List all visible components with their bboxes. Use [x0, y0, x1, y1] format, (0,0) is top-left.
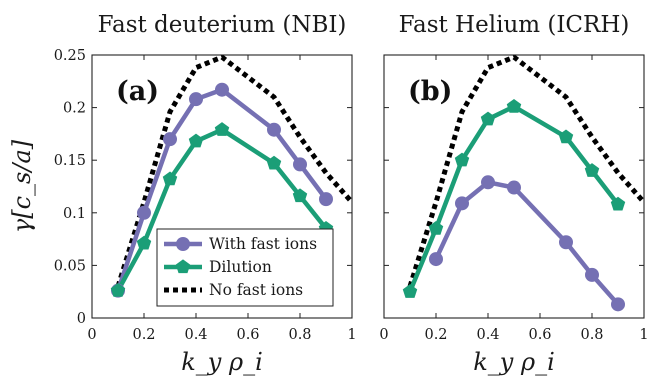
data-point: [188, 133, 204, 148]
data-point: [480, 111, 496, 126]
axes-frame: [383, 54, 645, 319]
data-point: [293, 157, 307, 172]
axes-frame: [91, 54, 353, 319]
data-point: [137, 205, 151, 220]
panel-label: (b): [408, 76, 452, 107]
data-point: [214, 122, 230, 136]
x-tick-label: 1: [639, 327, 647, 343]
legend-label: No fast ions: [209, 281, 303, 299]
x-tick-label: 1: [347, 327, 356, 343]
data-point: [319, 192, 333, 207]
data-point: [584, 163, 600, 177]
data-point: [611, 297, 625, 312]
y-tick-label: 0.2: [63, 101, 86, 117]
legend-item: Dilution: [164, 258, 272, 276]
y-tick-label: 0.15: [54, 153, 86, 169]
data-point: [110, 283, 126, 297]
x-tick-label: 0.8: [580, 327, 603, 343]
series-line-dilution: [407, 104, 620, 293]
x-tick-label: 0: [379, 327, 388, 343]
series-line-no-fast-ions: [407, 55, 644, 288]
legend-label: Dilution: [209, 258, 272, 276]
plot-area: [110, 55, 352, 298]
data-point: [428, 220, 444, 235]
x-tick-label: 0.8: [288, 327, 311, 343]
data-point: [136, 235, 152, 250]
data-point: [455, 196, 469, 211]
x-tick-label: 0.6: [236, 327, 259, 343]
x-axis-label: k_y ρ_i: [181, 348, 263, 376]
x-tick-label: 0.4: [184, 327, 207, 343]
data-point: [189, 92, 203, 107]
x-tick-label: 0.2: [424, 327, 447, 343]
series-line-dilution: [116, 127, 328, 292]
legend-swatch-marker: [175, 259, 191, 274]
y-tick-label: 0: [77, 311, 86, 327]
legend-swatch-marker: [176, 237, 190, 251]
series-line-with-fast-ions: [115, 87, 328, 292]
y-tick-label: 0.05: [54, 258, 86, 274]
panel-title: Fast Helium (ICRH): [399, 12, 630, 38]
y-axis-label: γ[c_s/a]: [8, 139, 36, 233]
x-tick-label: 0.2: [132, 327, 155, 343]
data-point: [507, 180, 521, 195]
panel-label: (a): [116, 76, 159, 107]
data-point: [402, 284, 418, 298]
data-point: [429, 252, 443, 267]
data-point: [481, 175, 495, 190]
legend-item: No fast ions: [164, 281, 303, 299]
data-point: [610, 196, 626, 211]
series-line-no-fast-ions: [115, 55, 352, 288]
data-point: [559, 235, 573, 250]
x-tick-label: 0: [87, 327, 96, 343]
legend-label: With fast ions: [209, 235, 317, 253]
y-tick-label: 0.25: [54, 48, 86, 64]
data-point: [267, 122, 281, 137]
data-point: [215, 82, 229, 97]
panel-b: Fast Helium (ICRH) 0 0.2 0.4 0.6 0.8 1 k_y ρ_i (…: [379, 12, 647, 376]
x-axis-label: k_y ρ_i: [473, 348, 555, 376]
panel-title: Fast deuterium (NBI): [98, 12, 347, 38]
data-point: [162, 171, 178, 186]
legend: With fast ions Dilution No fast ions: [156, 228, 334, 307]
y-tick-label: 0.1: [63, 206, 86, 222]
data-point: [454, 152, 470, 167]
data-point: [585, 267, 599, 282]
panel-a: Fast deuterium (NBI) 0 0.2 0.4 0.6 0.8 1 0 0.05 0…: [8, 12, 357, 376]
data-point: [558, 129, 574, 144]
data-point: [292, 188, 308, 203]
plot-area: [402, 55, 644, 312]
x-tick-label: 0.6: [528, 327, 551, 343]
data-point: [163, 132, 177, 147]
legend-item: With fast ions: [164, 235, 317, 253]
x-tick-label: 0.4: [476, 327, 499, 343]
data-point: [266, 155, 282, 170]
data-point: [506, 98, 522, 113]
